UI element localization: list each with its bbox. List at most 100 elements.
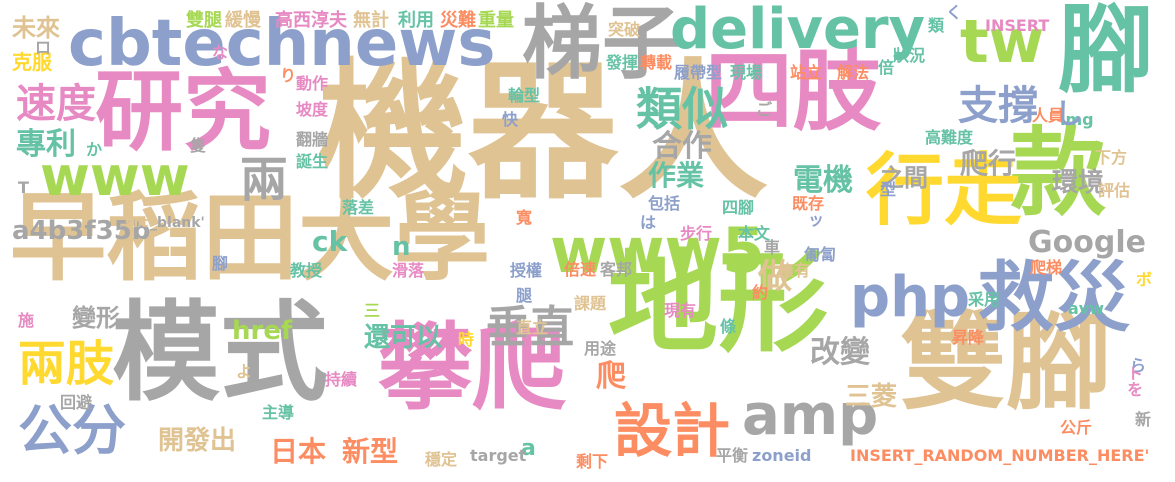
cloud-word: img [1060, 110, 1094, 129]
cloud-word: 四肢 [705, 40, 882, 143]
cloud-word: 作業 [648, 159, 705, 192]
cloud-word: 日本 [270, 435, 327, 468]
cloud-word: 步行 [680, 224, 713, 243]
cloud-word: 改變 [810, 335, 870, 370]
cloud-word: 設計 [614, 397, 731, 465]
cloud-word: ロ [35, 38, 52, 57]
cloud-word: 快 [502, 110, 519, 129]
cloud-word: 救災 [978, 253, 1130, 342]
cloud-word: 評估 [1098, 181, 1131, 200]
cloud-word: 兩 [240, 152, 289, 208]
cloud-word: 款 [1010, 117, 1106, 229]
cloud-word: ら [1130, 356, 1147, 375]
cloud-word: zoneid [752, 446, 812, 465]
cloud-word: 腳 [212, 254, 229, 273]
cloud-word: 教授 [290, 261, 323, 280]
cloud-word: か [86, 140, 103, 159]
cloud-word: 昇降 [952, 328, 985, 347]
cloud-word: 類 [928, 16, 945, 35]
cloud-word: 攀爬 [378, 314, 567, 423]
cloud-word: 爬行 [960, 147, 1017, 180]
cloud-word: 之間 [880, 164, 928, 192]
cloud-word: 匍匐 [804, 245, 837, 264]
cloud-word: 三菱 [845, 382, 898, 412]
cloud-word: 三 [364, 301, 381, 320]
cloud-word: delivery [670, 0, 926, 62]
cloud-word: 新型 [342, 435, 399, 468]
cloud-word: a4b3f35b [12, 216, 151, 246]
cloud-word: 約 [752, 283, 769, 302]
cloud-word: 雙腿 [186, 10, 222, 31]
cloud-word: 緩慢 [225, 10, 261, 31]
cloud-word: a [521, 436, 536, 461]
cloud-word: src [125, 215, 149, 231]
cloud-word: n [392, 232, 411, 262]
cloud-word: 輪型 [508, 86, 541, 105]
cloud-word: 寬 [516, 208, 533, 227]
cloud-word: 模式 [112, 291, 329, 416]
cloud-word: 既存 [792, 194, 825, 213]
cloud-word: 履帶型 [674, 63, 723, 82]
cloud-word: 環境 [1052, 168, 1105, 198]
cloud-word: 型 [880, 180, 897, 199]
cloud-word: し [1055, 97, 1084, 130]
cloud-word: 無計 [353, 10, 389, 31]
cloud-word: 支撐 [958, 83, 1038, 129]
cloud-word: 電機 [793, 163, 853, 198]
cloud-word: 擁有 [778, 261, 811, 280]
cloud-word: 早稻田大學 [10, 182, 490, 294]
cloud-word: 平衡 [716, 446, 749, 465]
cloud-word: 人員 [1032, 106, 1065, 125]
cloud-word: INSERT_RANDOM_NUMBER_HERE' [850, 446, 1150, 465]
cloud-word: 行走 [866, 146, 1023, 236]
cloud-word: 四腳 [722, 198, 755, 217]
cloud-word: 高難度 [925, 128, 974, 147]
cloud-word: 轉載 [640, 53, 673, 72]
cloud-word: _blank' [150, 215, 205, 231]
cloud-word: 突破 [608, 20, 641, 39]
cloud-word: 落差 [342, 198, 375, 217]
cloud-word: な [212, 43, 229, 62]
cloud-word: 變形 [72, 304, 120, 332]
cloud-word: ck [312, 225, 348, 258]
cloud-word: 課題 [574, 294, 607, 313]
cloud-word: 翻牆 [296, 130, 329, 149]
cloud-word: 狀況 [893, 46, 926, 65]
cloud-word: 穩定 [425, 450, 458, 469]
cloud-word: 坡度 [296, 100, 329, 119]
cloud-word: 隻 [190, 136, 207, 155]
cloud-word: php [850, 265, 971, 330]
cloud-word: 用途 [584, 339, 617, 358]
cloud-word: 兩肢 [18, 336, 115, 392]
cloud-word: 利用 [398, 10, 434, 31]
cloud-word: 地形 [608, 239, 828, 367]
cloud-word: 車 [764, 238, 781, 257]
cloud-word: 下方 [1095, 148, 1128, 167]
cloud-word: 研究 [95, 60, 272, 163]
cloud-word: 現有 [664, 301, 697, 320]
cloud-word: 開發出 [158, 426, 237, 456]
cloud-word: 回避 [60, 393, 93, 412]
cloud-word: 本文 [738, 224, 771, 243]
cloud-word: 倍速 [564, 260, 597, 279]
cloud-word: avw [1068, 299, 1105, 318]
cloud-word: 新 [1135, 410, 1152, 429]
cloud-word: 爬梯 [1030, 258, 1063, 277]
cloud-word: 解法 [837, 63, 870, 82]
cloud-word: 災難 [440, 10, 476, 31]
cloud-word: target [470, 446, 527, 465]
cloud-word: 未來 [12, 14, 60, 42]
cloud-word: 重量 [478, 10, 514, 31]
cloud-word: 剩下 [576, 452, 609, 471]
cloud-word: 公斤 [1060, 418, 1093, 437]
cloud-word: トを [1124, 365, 1143, 397]
cloud-word: INSERT [985, 16, 1050, 35]
cloud-word: 速度 [16, 81, 96, 127]
cloud-word: は [640, 213, 657, 232]
cloud-word: 克服 [12, 50, 52, 74]
cloud-word: 授權 [510, 261, 543, 280]
cloud-word: www5 [550, 214, 765, 287]
cloud-word: 類似 [636, 82, 728, 136]
cloud-word: 腿 [516, 286, 533, 305]
cloud-word: 時 [458, 330, 475, 349]
